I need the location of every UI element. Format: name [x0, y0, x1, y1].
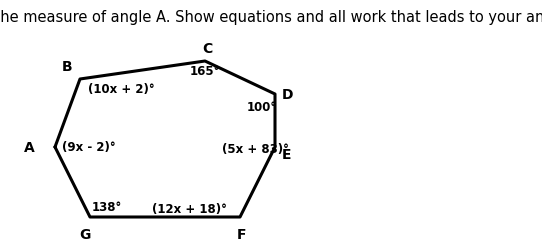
Text: (12x + 18)°: (12x + 18)°	[152, 203, 227, 216]
Text: (9x - 2)°: (9x - 2)°	[62, 141, 115, 154]
Text: D: D	[282, 88, 294, 102]
Text: 100°: 100°	[247, 101, 277, 114]
Text: F: F	[237, 227, 247, 241]
Text: Find the measure of angle A. Show equations and all work that leads to your answ: Find the measure of angle A. Show equati…	[0, 10, 542, 25]
Text: B: B	[61, 60, 72, 74]
Text: (10x + 2)°: (10x + 2)°	[88, 83, 154, 96]
Text: 165°: 165°	[190, 65, 221, 78]
Text: (5x + 83)°: (5x + 83)°	[222, 143, 289, 156]
Text: 138°: 138°	[92, 201, 122, 214]
Text: A: A	[24, 140, 35, 154]
Text: G: G	[79, 227, 91, 241]
Text: E: E	[282, 148, 292, 161]
Text: C: C	[202, 42, 212, 56]
